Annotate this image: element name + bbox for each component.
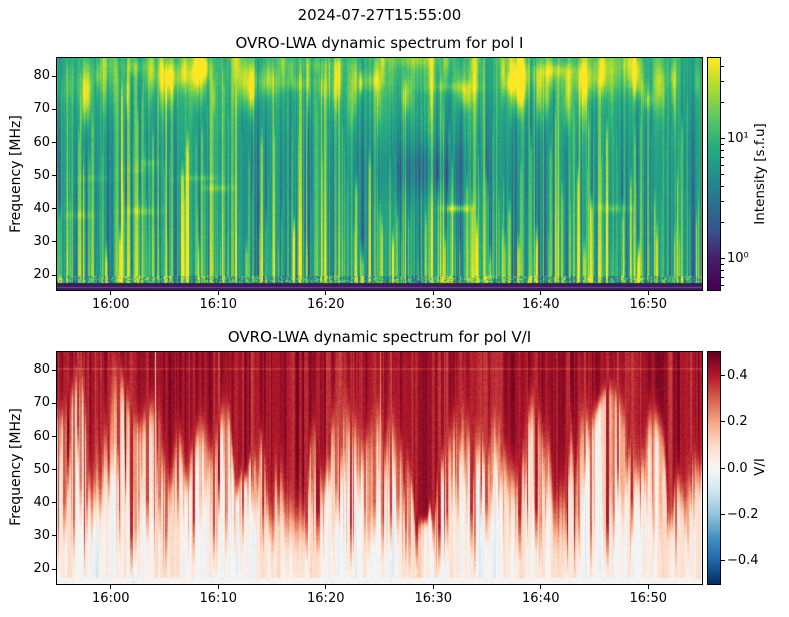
y-tick-mark	[52, 502, 56, 504]
x-tick-mark	[432, 291, 434, 295]
colorbar-minor-tick	[721, 284, 724, 286]
y-tick-mark	[52, 568, 56, 570]
panel2-title: OVRO-LWA dynamic spectrum for pol V/I	[227, 328, 532, 346]
panel1-spectrogram-heatmap	[56, 57, 703, 291]
y-tick-label: 40	[33, 494, 50, 510]
panel2-colorbar-label: V/I	[752, 458, 768, 476]
panel1-colorbar-label: Intensity [s.f.u]	[752, 123, 768, 225]
y-tick-label: 30	[33, 527, 50, 543]
colorbar-tick-label: −0.4	[727, 553, 759, 569]
x-tick-label: 16:40	[522, 297, 560, 312]
y-tick-label: 70	[33, 101, 50, 117]
colorbar-major-tick	[721, 560, 725, 562]
y-tick-label: 20	[33, 267, 50, 283]
x-tick-label: 16:40	[522, 591, 560, 606]
colorbar-tick-label: 0.4	[727, 367, 748, 383]
x-tick-mark	[432, 585, 434, 589]
y-tick-label: 60	[33, 134, 50, 150]
y-tick-mark	[52, 369, 56, 371]
panel1-colorbar	[707, 57, 721, 291]
colorbar-tick-label: 10⁰	[727, 251, 749, 267]
colorbar-minor-tick	[721, 174, 724, 176]
x-tick-mark	[647, 585, 649, 589]
colorbar-minor-tick	[721, 143, 724, 145]
x-tick-label: 16:00	[92, 591, 130, 606]
colorbar-minor-tick	[721, 80, 724, 82]
y-tick-label: 60	[33, 428, 50, 444]
x-tick-label: 16:50	[629, 297, 667, 312]
colorbar-minor-tick	[721, 201, 724, 203]
colorbar-tick-label: 10¹	[727, 131, 749, 147]
colorbar-major-tick	[721, 138, 725, 140]
y-tick-mark	[52, 241, 56, 243]
colorbar-major-tick	[721, 467, 725, 469]
x-tick-label: 16:00	[92, 297, 130, 312]
x-tick-mark	[540, 585, 542, 589]
y-tick-mark	[52, 208, 56, 210]
x-tick-mark	[110, 585, 112, 589]
x-tick-mark	[325, 585, 327, 589]
colorbar-major-tick	[721, 421, 725, 423]
colorbar-minor-tick	[721, 149, 724, 151]
colorbar-minor-tick	[721, 156, 724, 158]
colorbar-minor-tick	[721, 164, 724, 166]
y-tick-mark	[52, 469, 56, 471]
y-tick-label: 70	[33, 395, 50, 411]
y-tick-label: 50	[33, 167, 50, 183]
y-tick-mark	[52, 402, 56, 404]
colorbar-major-tick	[721, 513, 725, 515]
y-tick-mark	[52, 142, 56, 143]
y-tick-mark	[52, 108, 56, 110]
colorbar-minor-tick	[721, 102, 724, 104]
colorbar-major-tick	[721, 258, 725, 260]
colorbar-tick-label: −0.2	[727, 506, 759, 522]
x-tick-label: 16:20	[307, 591, 345, 606]
y-tick-label: 30	[33, 233, 50, 249]
y-tick-mark	[52, 75, 56, 77]
x-tick-mark	[217, 585, 219, 589]
y-tick-label: 50	[33, 461, 50, 477]
colorbar-minor-tick	[721, 269, 724, 271]
x-tick-label: 16:10	[199, 297, 237, 312]
colorbar-minor-tick	[721, 222, 724, 224]
x-tick-mark	[110, 291, 112, 295]
colorbar-tick-label: 0.2	[727, 414, 748, 430]
colorbar-minor-tick	[721, 263, 724, 265]
x-tick-mark	[540, 291, 542, 295]
colorbar-minor-tick	[721, 65, 724, 67]
y-tick-mark	[52, 175, 56, 177]
x-tick-label: 16:20	[307, 297, 345, 312]
panel1-title: OVRO-LWA dynamic spectrum for pol I	[235, 34, 524, 52]
y-tick-label: 40	[33, 200, 50, 216]
y-tick-mark	[52, 274, 56, 276]
panel2-colorbar	[707, 351, 721, 585]
colorbar-major-tick	[721, 374, 725, 376]
y-tick-label: 20	[33, 561, 50, 577]
x-tick-label: 16:30	[414, 591, 452, 606]
colorbar-minor-tick	[721, 186, 724, 187]
panel2-spectrogram-heatmap	[56, 351, 703, 585]
colorbar-minor-tick	[721, 276, 724, 278]
x-tick-mark	[647, 291, 649, 295]
y-tick-mark	[52, 436, 56, 437]
figure-title: 2024-07-27T15:55:00	[297, 6, 462, 24]
x-tick-label: 16:30	[414, 297, 452, 312]
y-tick-mark	[52, 535, 56, 537]
x-tick-mark	[217, 291, 219, 295]
y-tick-label: 80	[33, 68, 50, 84]
x-tick-label: 16:50	[629, 591, 667, 606]
x-tick-mark	[325, 291, 327, 295]
x-tick-label: 16:10	[199, 591, 237, 606]
y-tick-label: 80	[33, 362, 50, 378]
colorbar-tick-label: 0.0	[727, 460, 748, 476]
